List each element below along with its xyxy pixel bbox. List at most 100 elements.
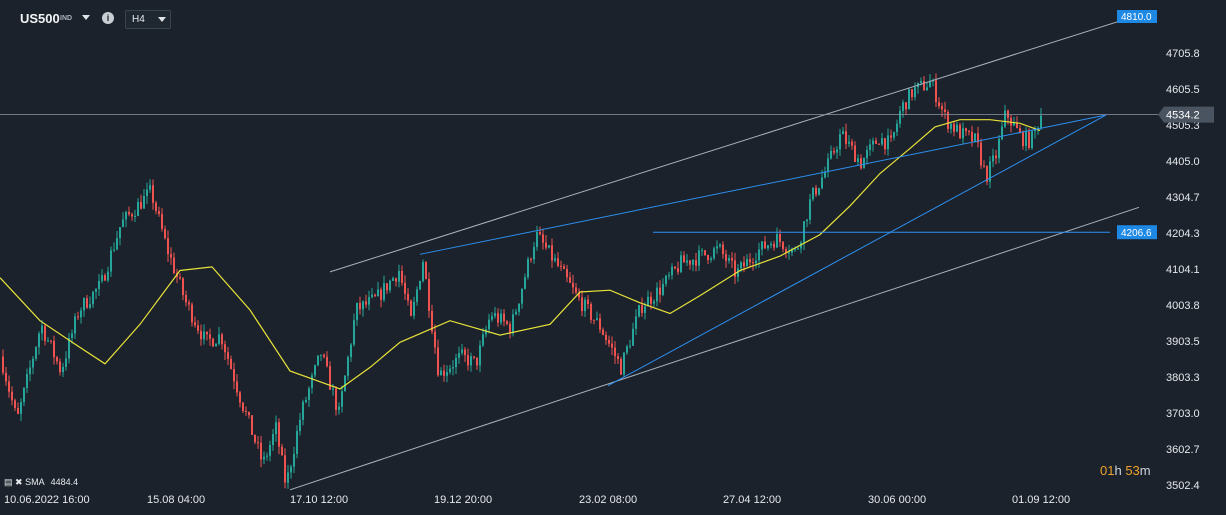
candle-body [194, 322, 196, 326]
candle-body [596, 318, 598, 320]
candle-body [14, 400, 16, 409]
candle-body [68, 337, 70, 359]
candle-body [245, 410, 247, 413]
candle-body [149, 185, 151, 190]
candle-body [5, 372, 7, 382]
candle-body [641, 305, 643, 313]
x-tick-label: 19.12 20:00 [434, 494, 492, 506]
candle-body [959, 124, 961, 139]
candle-body [983, 165, 985, 167]
symbol-dropdown-icon[interactable] [82, 15, 90, 20]
symbol-label[interactable]: US500 [20, 11, 60, 26]
candle-body [380, 289, 382, 300]
channel-lower-line [289, 206, 1140, 491]
candle-body [815, 187, 817, 195]
candle-body [173, 257, 175, 274]
candle-body [872, 140, 874, 145]
candle-body [743, 262, 745, 267]
candle-body [719, 244, 721, 247]
candle-body [656, 287, 658, 302]
candle-body [26, 374, 28, 389]
candle-body [599, 318, 601, 330]
candle-body [785, 249, 787, 253]
candle-body [575, 287, 577, 293]
candle-body [866, 150, 868, 159]
info-icon[interactable]: i [102, 12, 114, 24]
symbol-type-label: IND [60, 15, 73, 22]
candle-body [965, 128, 967, 132]
candle-body [725, 254, 727, 261]
candle-body [419, 281, 421, 290]
candle-body [863, 158, 865, 169]
y-tick-label: 3502.4 [1166, 480, 1200, 492]
candle-body [764, 241, 766, 249]
candle-body [284, 455, 286, 483]
channel-middle-line [419, 114, 1107, 255]
candle-body [20, 402, 22, 414]
candle-body [41, 325, 43, 334]
timeframe-select[interactable]: H4 [125, 10, 171, 29]
candle-body [80, 310, 82, 318]
candle-body [290, 466, 292, 473]
candle-body [614, 347, 616, 357]
candle-body [536, 231, 538, 247]
candle-body [92, 291, 94, 305]
candle-body [875, 140, 877, 144]
candle-body [431, 310, 433, 332]
x-tick-label: 01.09 12:00 [1012, 494, 1070, 506]
candle-body [50, 340, 52, 342]
y-tick-label: 4405.0 [1166, 156, 1200, 168]
candle-body [188, 302, 190, 305]
candle-body [62, 366, 64, 373]
candle-body [71, 333, 73, 338]
candle-body [371, 294, 373, 298]
candle-body [923, 81, 925, 91]
candle-body [131, 214, 133, 217]
candle-body [140, 202, 142, 209]
candle-body [812, 187, 814, 200]
candle-body [605, 334, 607, 340]
candle-body [518, 303, 520, 312]
candle-body [824, 171, 826, 178]
candle-body [401, 270, 403, 283]
candle-body [455, 357, 457, 368]
candle-body [722, 244, 724, 255]
candle-body [410, 300, 412, 316]
indicator-settings-icon[interactable]: ▤ ✖ [4, 477, 23, 487]
candle-body [542, 234, 544, 243]
candle-body [590, 304, 592, 320]
candle-body [821, 177, 823, 189]
candle-body [500, 313, 502, 323]
candle-body [851, 141, 853, 146]
candle-body [662, 283, 664, 295]
candle-body [932, 80, 934, 82]
y-tick-label: 4605.5 [1166, 84, 1200, 96]
candle-body [890, 135, 892, 138]
y-tick-label: 4505.3 [1166, 120, 1200, 132]
indicator-legend: ▤ ✖ SMA 4484.4 [4, 477, 78, 488]
candle-body [494, 313, 496, 317]
candle-body [524, 277, 526, 289]
candle-body [944, 109, 946, 113]
candle-body [278, 422, 280, 447]
timeframe-dropdown-icon[interactable] [158, 17, 166, 22]
candle-body [350, 344, 352, 358]
candle-body [773, 243, 775, 248]
candle-body [209, 334, 211, 339]
candle-body [638, 305, 640, 317]
candle-body [251, 415, 253, 436]
candle-body [728, 258, 730, 261]
candle-body [407, 293, 409, 301]
candle-body [635, 316, 637, 329]
candle-body [497, 313, 499, 323]
candle-body [533, 246, 535, 260]
candle-body [374, 294, 376, 297]
candle-body [758, 249, 760, 261]
candle-body [998, 139, 1000, 159]
level-badge [1117, 225, 1157, 240]
candle-body [941, 106, 943, 110]
candle-body [206, 331, 208, 335]
candle-body [527, 258, 529, 278]
candle-body [95, 289, 97, 292]
